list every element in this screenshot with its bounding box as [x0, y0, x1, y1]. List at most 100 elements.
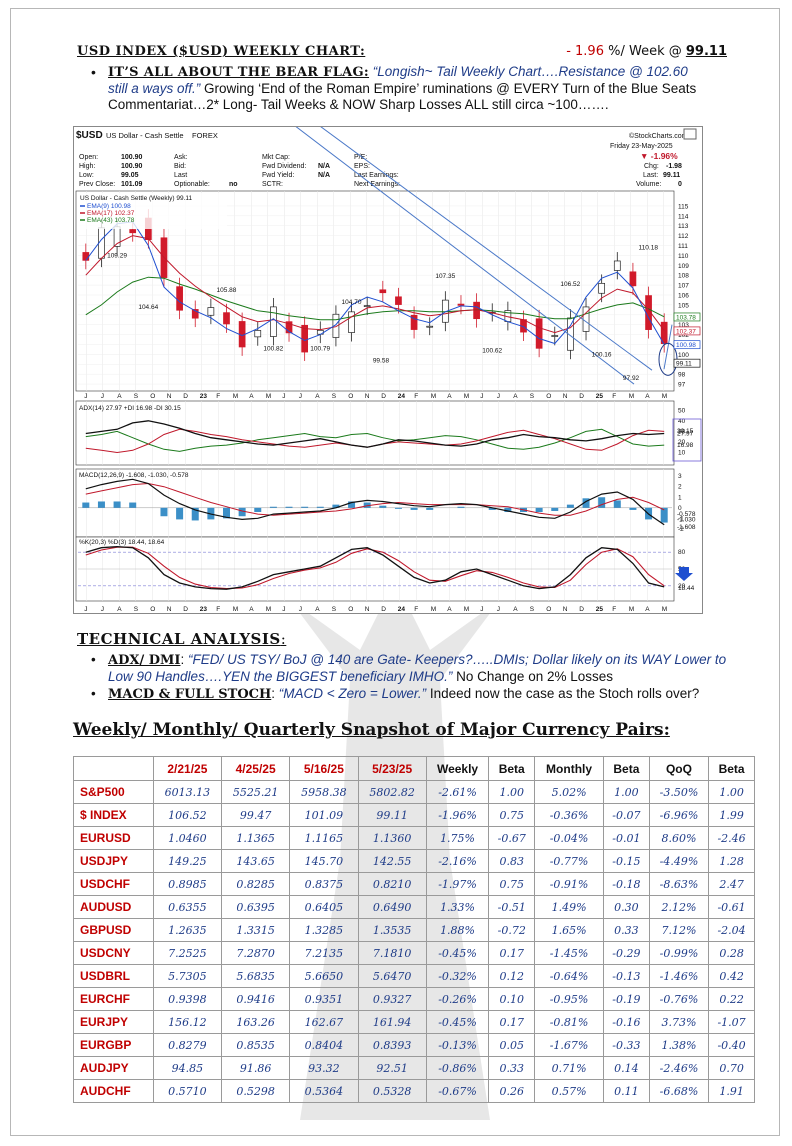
column-header: [73, 756, 154, 781]
table-cell: 0.6355: [152, 895, 223, 919]
table-cell: 1.99: [708, 803, 755, 827]
snapshot-header-row: 2/21/25 4/25/25 5/16/25 5/23/25 Weekly Beta Mo…: [73, 756, 755, 781]
column-header: 5/23/25: [357, 756, 427, 781]
table-cell: 145.70: [289, 849, 359, 873]
table-row: EURCHF 0.9398 0.9416 0.9351 0.9327 -0.26% 0.10…: [73, 987, 755, 1011]
x-tick-label: D: [579, 606, 584, 613]
price-annotation: 104.64: [138, 304, 158, 311]
candle-body: [457, 303, 465, 306]
candle-body: [82, 252, 90, 261]
quote-label: High:: [79, 163, 95, 170]
candle-body: [270, 306, 277, 337]
macd-histogram-bar: [535, 507, 543, 513]
table-row: GBPUSD 1.2635 1.3315 1.3285 1.3535 1.88% -0.72…: [73, 918, 755, 942]
technical-item-macd: • MACD & FULL STOCH: “MACD < Zero = Lowe…: [91, 686, 748, 703]
value-box: [673, 358, 701, 368]
y-tick-label: 100: [678, 352, 689, 359]
macd-histogram-bar: [613, 500, 621, 508]
table-cell: 1.00: [603, 780, 650, 804]
table-cell: 0.9351: [289, 987, 359, 1011]
technical-heading: TECHNICAL ANALYSIS:: [77, 630, 286, 648]
candle-body: [254, 330, 262, 338]
table-cell: 5.6650: [289, 964, 359, 988]
technical-item-sep: :: [271, 686, 279, 701]
table-cell: 0.6490: [357, 895, 427, 919]
technical-heading-text: TECHNICAL ANALYSIS: [77, 630, 281, 648]
table-cell: 0.5364: [289, 1079, 359, 1103]
weekly-change: - 1.96 %/ Week @ 99.11: [566, 44, 727, 59]
column-header: Beta: [708, 756, 755, 781]
table-cell: 0.6405: [289, 895, 359, 919]
table-cell: 1.49%: [534, 895, 604, 919]
price-annotation: 100.79: [310, 345, 330, 352]
table-cell: -0.61: [708, 895, 755, 919]
candle-body: [551, 335, 559, 337]
table-cell: 0.26: [488, 1079, 536, 1103]
table-cell: -0.32%: [425, 964, 490, 988]
quote-label: Last Earnings:: [354, 172, 399, 179]
table-cell: 106.52: [152, 803, 223, 827]
x-tick-label: M: [464, 606, 469, 613]
table-cell: -0.67: [488, 826, 536, 850]
table-row: USDCNY 7.2525 7.2870 7.2135 7.1810 -0.45% 0.17…: [73, 941, 755, 965]
macd-signal-line: [85, 482, 665, 516]
x-tick-label: J: [84, 393, 87, 400]
table-cell: 1.3535: [357, 918, 427, 942]
candle-body: [191, 309, 199, 319]
table-cell: 5525.21: [220, 780, 291, 804]
bear-flag-label: IT’S ALL ABOUT THE BEAR FLAG:: [108, 65, 370, 80]
table-cell: -3.50%: [648, 780, 710, 804]
macd-histogram-bar: [348, 501, 356, 508]
macd-histogram-bar: [488, 507, 496, 510]
usd-weekly-chart: $USD US Dollar - Cash Settle FOREX ©StockCh…: [73, 126, 703, 614]
x-tick-label: A: [645, 393, 650, 400]
x-tick-label: D: [381, 606, 386, 613]
macd-histogram-bar: [82, 502, 90, 508]
table-cell: -0.77%: [534, 849, 604, 873]
stoch-tick: 80: [678, 549, 686, 556]
table-cell: 0.30: [603, 895, 650, 919]
table-cell: -0.04%: [534, 826, 604, 850]
change-value: - 1.96: [566, 44, 604, 59]
value-box-label: 102.37: [676, 328, 696, 335]
x-tick-label: 25: [596, 606, 604, 613]
quote-label: Bid:: [174, 163, 186, 170]
table-cell: 2.12%: [648, 895, 710, 919]
x-tick-label: A: [447, 606, 452, 613]
table-cell: -2.46: [708, 826, 755, 850]
macd-panel: [75, 468, 675, 538]
table-cell: -0.45%: [425, 941, 490, 965]
x-tick-label: N: [563, 393, 568, 400]
x-tick-label: D: [183, 606, 188, 613]
table-cell: 0.8404: [289, 1033, 359, 1057]
macd-histogram-bar: [394, 507, 402, 509]
table-cell: 93.32: [289, 1056, 359, 1080]
table-cell: -0.91%: [534, 872, 604, 896]
adx-value: 16.98: [677, 442, 694, 449]
price-annotation: 100.62: [482, 347, 502, 354]
snapshot-table-body: S&P500 6013.13 5525.21 5958.38 5802.82 -2.61%…: [73, 780, 755, 1103]
pair-name-cell: AUDUSD: [73, 895, 154, 919]
bear-flag-text: Growing ‘End of the Roman Empire’ rumina…: [108, 81, 697, 112]
pair-name-cell: USDJPY: [73, 849, 154, 873]
quote-label: Next Earnings:: [354, 181, 400, 188]
table-cell: 0.17: [488, 941, 536, 965]
y-tick-label: 110: [678, 253, 689, 260]
table-cell: 8.60%: [648, 826, 710, 850]
y-tick-label: 108: [678, 273, 689, 280]
table-cell: -0.45%: [425, 1010, 490, 1034]
macd-histogram-bar: [379, 505, 387, 508]
x-tick-label: 23: [200, 606, 208, 613]
table-cell: -1.46%: [648, 964, 710, 988]
table-cell: 1.0460: [152, 826, 223, 850]
table-cell: 1.1165: [289, 826, 359, 850]
table-cell: 0.5328: [357, 1079, 427, 1103]
chart-exchange: FOREX: [192, 131, 218, 140]
x-tick-label: N: [563, 606, 568, 613]
macd-histogram-bar: [504, 507, 512, 513]
price-annotation: 110.18: [639, 244, 659, 251]
x-tick-label: F: [612, 393, 616, 400]
table-cell: -0.07: [603, 803, 650, 827]
table-cell: -0.81%: [534, 1010, 604, 1034]
table-cell: -1.45%: [534, 941, 604, 965]
